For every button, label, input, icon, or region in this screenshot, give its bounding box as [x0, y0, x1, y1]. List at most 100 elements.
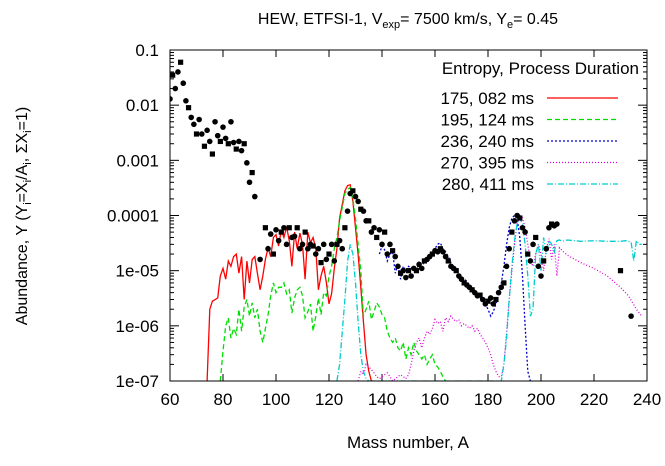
- observed-point: [408, 273, 414, 279]
- observed-point: [469, 287, 475, 293]
- observed-point: [519, 224, 526, 231]
- observed-point: [358, 206, 364, 212]
- observed-point: [214, 132, 221, 139]
- observed-point: [331, 258, 338, 264]
- y-tick-label: 0.001: [116, 151, 159, 170]
- observed-point: [233, 146, 239, 152]
- observed-point: [421, 258, 427, 264]
- observed-point: [403, 274, 409, 281]
- observed-point: [201, 143, 208, 149]
- observed-point: [400, 267, 407, 274]
- observed-point: [275, 237, 282, 244]
- observed-point: [440, 248, 446, 255]
- observed-point: [543, 245, 550, 252]
- observed-point: [228, 118, 234, 125]
- axes-ticks: 60 80 100 120 140 160 180 200 220 240 1e-07 1e-06 1e…: [107, 41, 661, 409]
- observed-point: [376, 227, 383, 233]
- observed-point: [212, 118, 218, 125]
- x-tick-label: 200: [527, 390, 555, 409]
- observed-point: [342, 225, 348, 231]
- legend-label-2: 195, 124 ms: [440, 111, 534, 130]
- x-tick-label: 100: [262, 390, 290, 409]
- observed-point: [310, 243, 316, 249]
- observed-point: [392, 253, 399, 260]
- observed-point: [252, 193, 258, 200]
- observed-point: [525, 251, 531, 257]
- series-line-1: [206, 183, 374, 381]
- observed-point: [490, 301, 497, 307]
- x-tick-label: 220: [580, 390, 608, 409]
- observed-point: [360, 208, 367, 214]
- observed-point: [244, 160, 250, 166]
- x-tick-label: 140: [368, 390, 396, 409]
- observed-point: [617, 268, 624, 274]
- legend-label-1: 175, 082 ms: [440, 89, 534, 108]
- observed-point: [278, 229, 284, 235]
- y-tick-label: 0.1: [135, 41, 159, 60]
- observed-point: [352, 193, 359, 200]
- observed-point: [291, 233, 298, 240]
- observed-point: [413, 268, 420, 274]
- y-tick-label: 1e-06: [116, 317, 159, 336]
- observed-point: [437, 246, 443, 252]
- observed-point: [479, 296, 486, 303]
- series-line-5: [336, 216, 642, 381]
- observed-point: [350, 188, 356, 194]
- observed-point: [273, 227, 279, 233]
- observed-point: [262, 225, 268, 231]
- observed-point: [241, 141, 247, 147]
- observed-point: [477, 292, 483, 298]
- observed-point: [225, 141, 231, 147]
- observed-point: [511, 218, 518, 224]
- y-tick-label: 0.0001: [107, 207, 159, 226]
- legend: Entropy, Process Duration 175, 082 ms 195…: [440, 59, 639, 194]
- observed-point: [326, 251, 332, 257]
- observed-point: [382, 229, 388, 235]
- observed-point: [183, 97, 189, 104]
- observed-point: [541, 258, 547, 264]
- observed-point: [371, 224, 377, 231]
- observed-point: [493, 296, 499, 303]
- observed-point: [188, 114, 194, 121]
- observed-point: [281, 224, 287, 231]
- observed-point: [185, 105, 192, 111]
- observed-point: [206, 138, 213, 145]
- series-line-2: [219, 186, 447, 381]
- observed-point: [265, 245, 271, 252]
- observed-point: [312, 251, 319, 257]
- observed-point: [390, 248, 396, 254]
- observed-point: [238, 147, 245, 154]
- observed-point: [503, 263, 510, 270]
- y-tick-label: 0.01: [126, 96, 159, 115]
- observed-point: [549, 221, 555, 227]
- observed-point: [509, 229, 515, 235]
- observed-point: [222, 135, 229, 142]
- observed-point: [384, 251, 391, 257]
- observed-point: [170, 96, 173, 102]
- legend-title: Entropy, Process Duration: [442, 59, 639, 78]
- observed-point: [267, 231, 274, 237]
- x-tick-label: 80: [214, 390, 233, 409]
- observed-point: [230, 139, 237, 146]
- x-tick-label: 60: [161, 390, 180, 409]
- observed-point: [204, 127, 210, 134]
- y-tick-label: 1e-05: [116, 262, 159, 281]
- observed-point: [320, 241, 327, 248]
- y-tick-label: 1e-07: [116, 372, 159, 391]
- observed-point: [628, 313, 634, 319]
- observed-point: [387, 241, 393, 248]
- plot-frame: [169, 49, 648, 382]
- observed-point: [487, 295, 494, 301]
- y-axis-label: Abundance, Y (Yi=Xi/Ai, ΣXi=1): [14, 107, 34, 325]
- x-tick-label: 120: [315, 390, 343, 409]
- observed-point: [522, 229, 528, 235]
- plot-area: [170, 59, 643, 381]
- observed-point: [283, 241, 290, 248]
- chart-title: HEW, ETFSI-1, Vexp= 7500 km/s, Ye= 0.45: [258, 11, 558, 31]
- legend-label-4: 270, 395 ms: [440, 154, 534, 173]
- observed-point: [344, 208, 351, 214]
- observed-point: [461, 280, 467, 286]
- observed-point: [191, 121, 197, 128]
